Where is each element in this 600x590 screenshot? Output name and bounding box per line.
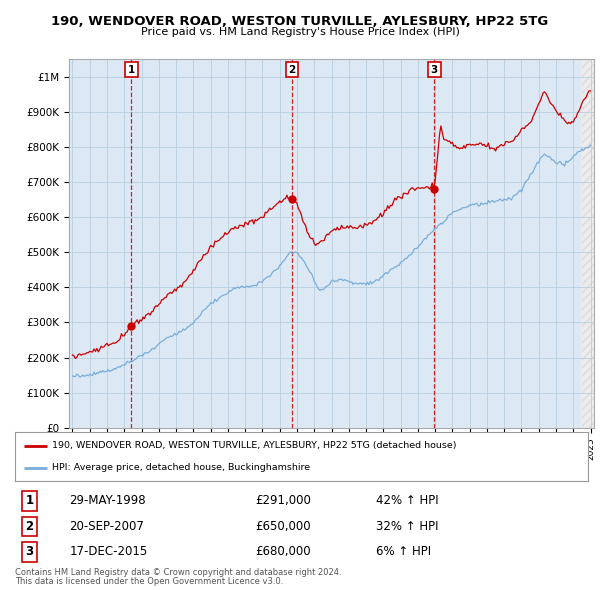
Text: Price paid vs. HM Land Registry's House Price Index (HPI): Price paid vs. HM Land Registry's House … (140, 27, 460, 37)
Text: 1: 1 (25, 494, 34, 507)
Text: HPI: Average price, detached house, Buckinghamshire: HPI: Average price, detached house, Buck… (52, 463, 310, 472)
Text: 2: 2 (289, 64, 296, 74)
Text: This data is licensed under the Open Government Licence v3.0.: This data is licensed under the Open Gov… (15, 577, 283, 586)
Text: 42% ↑ HPI: 42% ↑ HPI (376, 494, 439, 507)
Text: £650,000: £650,000 (256, 520, 311, 533)
Text: 3: 3 (25, 545, 34, 558)
Text: 190, WENDOVER ROAD, WESTON TURVILLE, AYLESBURY, HP22 5TG (detached house): 190, WENDOVER ROAD, WESTON TURVILLE, AYL… (52, 441, 457, 450)
Text: Contains HM Land Registry data © Crown copyright and database right 2024.: Contains HM Land Registry data © Crown c… (15, 568, 341, 576)
Text: 3: 3 (431, 64, 438, 74)
Text: 29-MAY-1998: 29-MAY-1998 (70, 494, 146, 507)
Text: 20-SEP-2007: 20-SEP-2007 (70, 520, 145, 533)
Text: 190, WENDOVER ROAD, WESTON TURVILLE, AYLESBURY, HP22 5TG: 190, WENDOVER ROAD, WESTON TURVILLE, AYL… (52, 15, 548, 28)
Text: 2: 2 (25, 520, 34, 533)
Text: 17-DEC-2015: 17-DEC-2015 (70, 545, 148, 558)
Text: 1: 1 (128, 64, 135, 74)
Bar (582, 59, 599, 428)
Text: £680,000: £680,000 (256, 545, 311, 558)
Text: 32% ↑ HPI: 32% ↑ HPI (376, 520, 439, 533)
Bar (582, 59, 599, 428)
Text: 6% ↑ HPI: 6% ↑ HPI (376, 545, 431, 558)
Text: £291,000: £291,000 (256, 494, 311, 507)
